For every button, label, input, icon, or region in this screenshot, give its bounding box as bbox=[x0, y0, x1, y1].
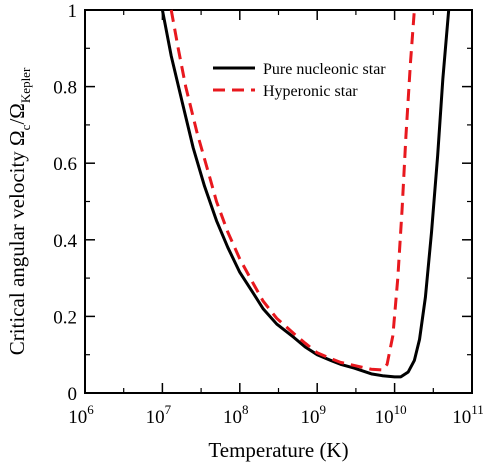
legend-label: Hyperonic star bbox=[263, 83, 358, 100]
y-axis-label: Critical angular velocity Ωc/ΩKepler bbox=[5, 67, 33, 355]
y-tick-label: 0.2 bbox=[53, 307, 77, 328]
x-tick-label-exponent: 8 bbox=[242, 402, 249, 417]
x-tick-label-base: 10 bbox=[68, 407, 87, 428]
x-tick-label: 106 bbox=[68, 402, 94, 428]
y-axis-label-subscript: c bbox=[18, 124, 33, 130]
x-tick-label-base: 10 bbox=[146, 407, 165, 428]
x-axis-label: Temperature (K) bbox=[208, 438, 348, 462]
x-tick-label: 1010 bbox=[375, 402, 407, 428]
x-tick-label-exponent: 7 bbox=[165, 402, 172, 417]
y-tick-label: 0 bbox=[68, 384, 78, 405]
x-tick-label-exponent: 11 bbox=[471, 402, 484, 417]
y-axis-label-subscript: Kepler bbox=[18, 67, 33, 103]
x-tick-label-exponent: 9 bbox=[319, 402, 326, 417]
series-nucleonic-line bbox=[160, 9, 451, 379]
x-tick-label-base: 10 bbox=[452, 407, 471, 428]
legend-label: Pure nucleonic star bbox=[263, 61, 386, 78]
y-axis-label-part: Critical angular velocity Ω bbox=[5, 130, 29, 355]
x-tick-label-exponent: 10 bbox=[394, 402, 407, 417]
y-axis-label-part: /Ω bbox=[5, 103, 29, 124]
x-tick-label: 1011 bbox=[452, 402, 484, 428]
series-hyperonic-line bbox=[169, 9, 416, 372]
x-tick-label: 107 bbox=[146, 402, 172, 428]
x-tick-label-base: 10 bbox=[223, 407, 242, 428]
y-tick-label: 0.4 bbox=[53, 231, 77, 252]
y-tick-label: 1 bbox=[68, 1, 78, 22]
y-tick-label: 0.8 bbox=[53, 78, 77, 99]
y-tick-label: 0.6 bbox=[53, 154, 77, 175]
x-tick-label: 109 bbox=[300, 402, 326, 428]
x-tick-label: 108 bbox=[223, 402, 249, 428]
x-tick-label-base: 10 bbox=[300, 407, 319, 428]
x-tick-label-base: 10 bbox=[375, 407, 394, 428]
x-tick-label-exponent: 6 bbox=[87, 402, 94, 417]
